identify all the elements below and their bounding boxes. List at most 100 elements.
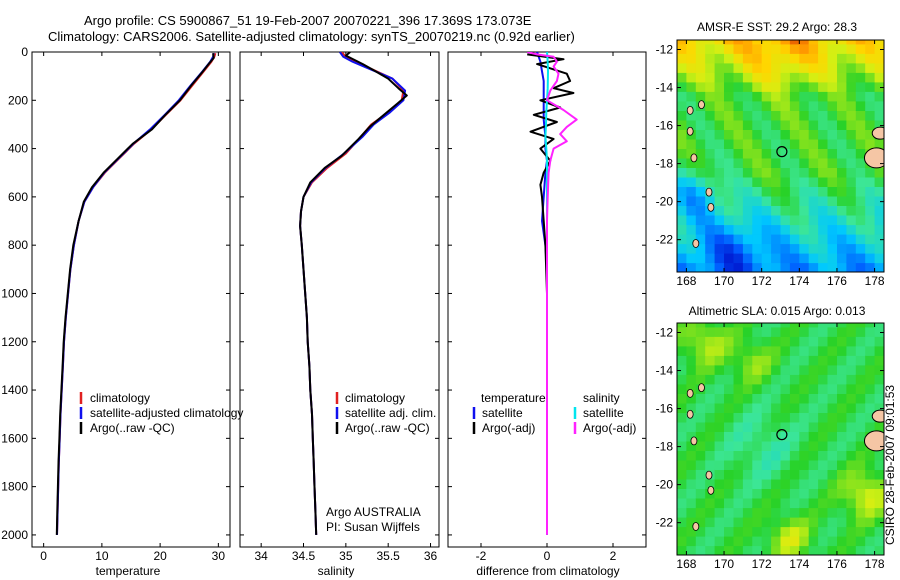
map-cell (846, 402, 857, 413)
map-cell (752, 262, 763, 272)
map-cell (799, 364, 810, 375)
legend-label-argo: Argo(..raw -QC) (90, 421, 175, 435)
map-cell (705, 40, 716, 45)
map-cell (686, 469, 697, 480)
map-cell (818, 81, 829, 92)
map-cell (837, 421, 847, 432)
x-tick-label: 30 (212, 549, 226, 563)
map-cell (724, 62, 734, 73)
map-cell (742, 91, 753, 102)
map-cell (677, 459, 687, 470)
map-cell (714, 488, 725, 499)
map-cell (789, 224, 800, 235)
map-cell (686, 459, 697, 470)
map-cell (724, 234, 734, 245)
map-cell (695, 336, 706, 347)
map-cell (865, 526, 876, 537)
map-cell (752, 440, 763, 451)
map-cell (855, 412, 866, 423)
map-cell (799, 100, 810, 111)
map-cell (808, 412, 819, 423)
map-cell (865, 323, 876, 328)
map-cell (761, 100, 772, 111)
map-cell (686, 186, 697, 197)
map-cell (799, 440, 810, 451)
map-cell (752, 224, 763, 235)
map-cell (752, 91, 763, 102)
map-cell (677, 421, 687, 432)
map-cell (714, 110, 725, 121)
series-salinity-argo-adj- (526, 52, 578, 535)
map-cell (846, 43, 857, 54)
map-cell (714, 91, 725, 102)
map-cell (789, 253, 800, 264)
map-cell (818, 119, 829, 130)
map-cell (733, 498, 744, 509)
map-cell (742, 450, 753, 461)
map-cell (761, 205, 772, 216)
map-cell (714, 517, 725, 528)
map-cell (677, 402, 687, 413)
y-tick-label: 200 (8, 93, 28, 107)
map-cell (724, 53, 734, 64)
map-cell (846, 440, 857, 451)
land-mass (871, 126, 884, 140)
map-cell (705, 119, 716, 130)
map-cell (761, 355, 772, 366)
series-argo-raw-qc- (55, 53, 215, 535)
map-cell (714, 243, 725, 254)
map-cell (695, 364, 706, 375)
map-cell (827, 323, 838, 328)
map-cell (855, 488, 866, 499)
map-cell (789, 459, 800, 470)
map-cell (761, 119, 772, 130)
map-cell (855, 383, 866, 394)
map-cell (761, 129, 772, 140)
map-cell (724, 243, 734, 254)
map-cell (761, 148, 772, 159)
map-cell (771, 40, 782, 45)
map-cell (818, 62, 829, 73)
map-cell (855, 62, 866, 73)
map-cell (780, 469, 791, 480)
map-cell (742, 81, 753, 92)
map-cell (705, 129, 716, 140)
map-cell (761, 431, 772, 442)
map-cell (780, 110, 791, 121)
map-cell (855, 323, 866, 328)
map-cell (733, 326, 744, 337)
x-tick-label: 10 (95, 549, 109, 563)
map-cell (874, 469, 884, 480)
map-cell (808, 459, 819, 470)
sst-map (677, 40, 884, 272)
map-cell (789, 53, 800, 64)
map-cell (714, 323, 725, 328)
map-cell (846, 138, 857, 149)
temperature-legend: climatology satellite-adjusted climatolo… (79, 391, 243, 435)
map-cell (695, 545, 706, 555)
map-cell (686, 195, 697, 206)
map-cell (827, 253, 838, 264)
map-cell (818, 345, 829, 356)
map-cell (799, 62, 810, 73)
map-cell (724, 421, 734, 432)
land-mass (863, 147, 884, 169)
map-cell (705, 526, 716, 537)
map-cell (677, 205, 687, 216)
map-cell (686, 110, 697, 121)
map-cell (780, 545, 791, 555)
map-cell (874, 234, 884, 245)
map-cell (846, 355, 857, 366)
map-cell (742, 167, 753, 178)
map-cell (705, 224, 716, 235)
map-cell (742, 355, 753, 366)
map-cell (752, 488, 763, 499)
map-cell (742, 326, 753, 337)
map-cell (761, 323, 772, 328)
map-cell (789, 336, 800, 347)
map-cell (855, 119, 866, 130)
map-cell (686, 336, 697, 347)
map-cell (742, 157, 753, 168)
map-cell (818, 488, 829, 499)
map-cell (752, 100, 763, 111)
